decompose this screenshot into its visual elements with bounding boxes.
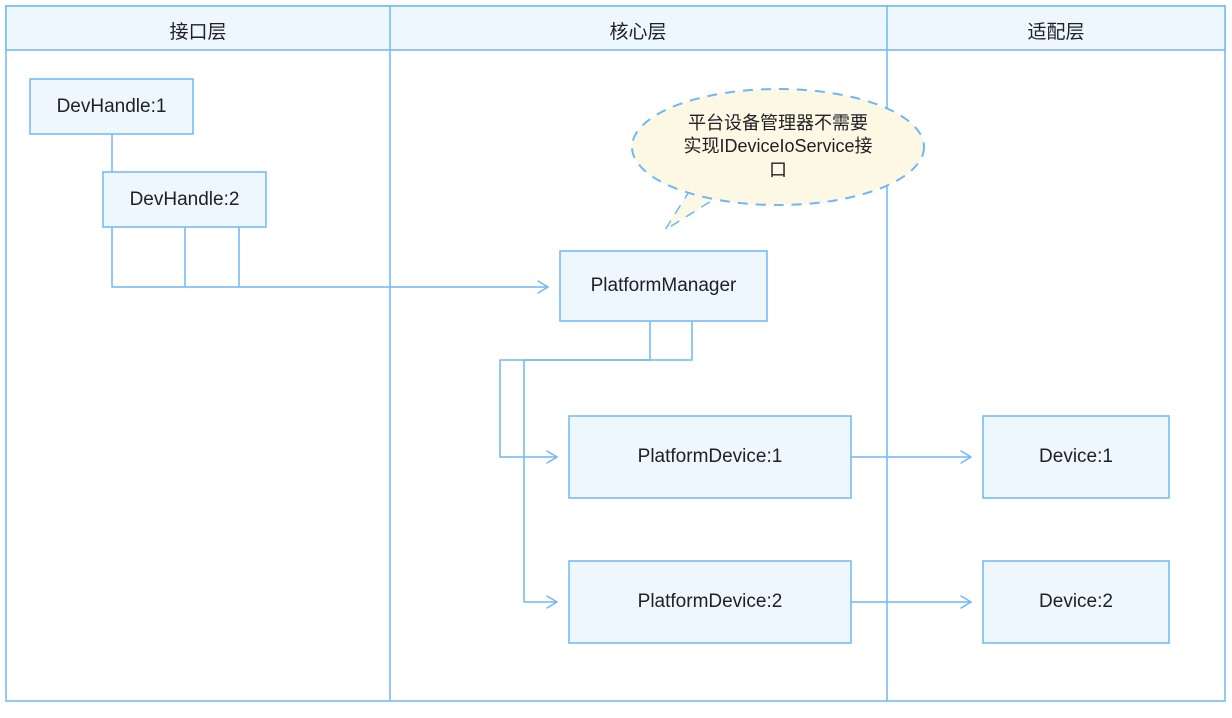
column-header-col2: 核心层 <box>609 17 666 44</box>
node-platformmanager: PlatformManager <box>591 275 737 297</box>
diagram-canvas: 接口层 核心层 适配层 DevHandle:1 DevHandle:2 PlatformM… <box>0 0 1232 718</box>
column-header-col3: 适配层 <box>1027 17 1084 44</box>
node-platformdevice1: PlatformDevice:1 <box>638 446 783 468</box>
column-header-col1: 接口层 <box>169 17 226 44</box>
node-device1: Device:1 <box>1039 446 1113 468</box>
node-device2: Device:2 <box>1039 591 1113 613</box>
callout-text: 平台设备管理器不需要 实现IDeviceIoService接 口 <box>683 112 872 182</box>
node-devhandle1: DevHandle:1 <box>57 96 167 118</box>
node-platformdevice2: PlatformDevice:2 <box>638 591 783 613</box>
node-devhandle2: DevHandle:2 <box>130 189 240 211</box>
